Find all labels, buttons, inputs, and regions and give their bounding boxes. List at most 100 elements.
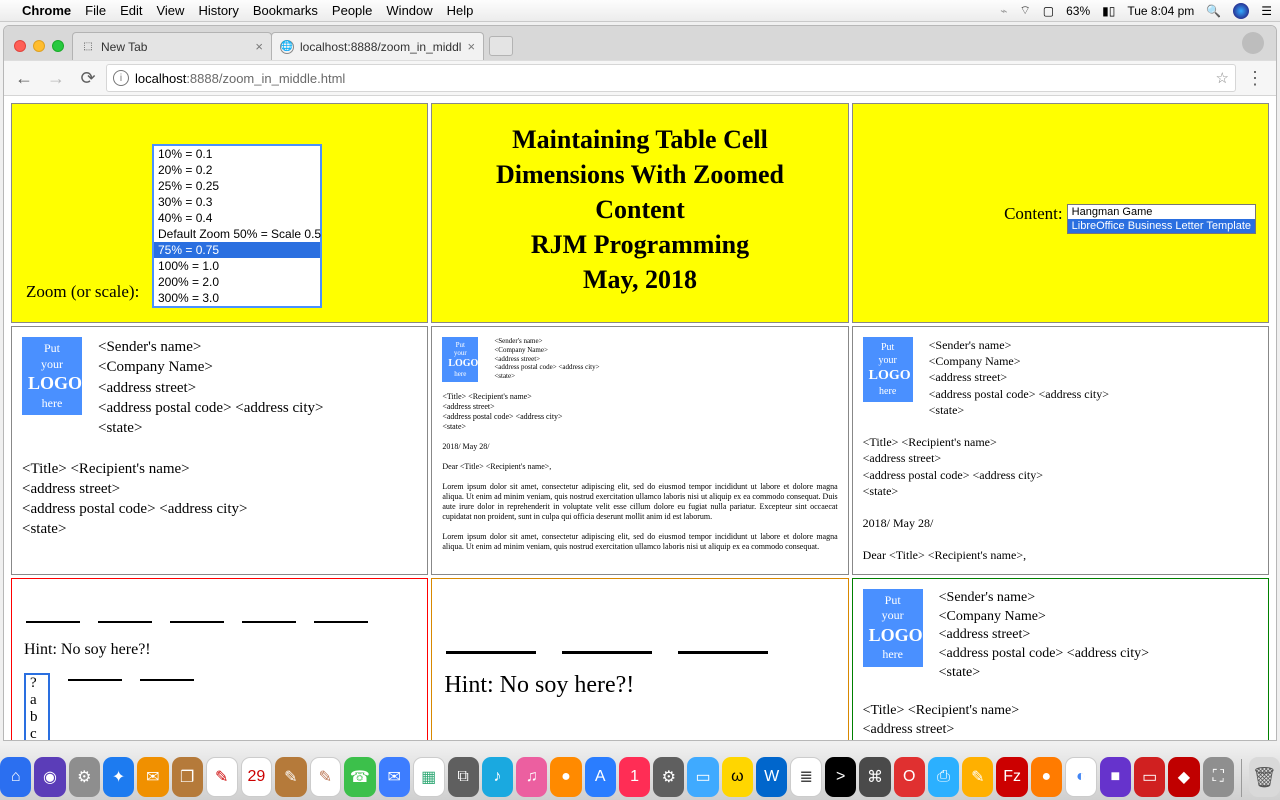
guess-option[interactable]: b bbox=[26, 709, 48, 726]
wifi-icon[interactable]: ⌔ bbox=[1019, 3, 1030, 18]
dock-app-icon[interactable]: ω bbox=[722, 757, 753, 797]
dock-app-icon[interactable]: ♫ bbox=[516, 757, 547, 797]
zoom-select[interactable]: 10% = 0.1 20% = 0.2 25% = 0.25 30% = 0.3… bbox=[152, 144, 322, 308]
guess-option[interactable]: a bbox=[26, 692, 48, 709]
logo-line: Put bbox=[869, 341, 907, 354]
sender-line: <state> bbox=[939, 664, 1149, 683]
trash-icon[interactable]: 🗑 bbox=[1249, 757, 1280, 797]
zoom-option[interactable]: 40% = 0.4 bbox=[154, 210, 320, 226]
notification-center-icon[interactable]: ☰ bbox=[1261, 4, 1272, 18]
dock-app-icon[interactable]: Fz bbox=[996, 757, 1027, 797]
hangman-cell-left: Hint: No soy here?! ? a b c bbox=[11, 578, 428, 740]
nav-forward-button[interactable]: → bbox=[42, 64, 70, 92]
menu-help[interactable]: Help bbox=[447, 3, 474, 18]
bookmark-star-icon[interactable]: ☆ bbox=[1216, 69, 1229, 87]
dock-app-icon[interactable]: ▭ bbox=[1134, 757, 1165, 797]
new-tab-button[interactable] bbox=[489, 36, 513, 56]
zoom-option[interactable]: 30% = 0.3 bbox=[154, 194, 320, 210]
content-option[interactable]: Hangman Game bbox=[1068, 205, 1255, 219]
tab-close-icon[interactable]: × bbox=[467, 39, 475, 54]
dock-app-icon[interactable]: > bbox=[825, 757, 856, 797]
battery-icon[interactable]: ▮▯ bbox=[1102, 4, 1115, 18]
dock-app-icon[interactable]: ⧉ bbox=[448, 757, 479, 797]
dock-app-icon[interactable]: ● bbox=[1031, 757, 1062, 797]
guess-select[interactable]: ? a b c bbox=[24, 673, 50, 740]
zoom-option[interactable]: 25% = 0.25 bbox=[154, 178, 320, 194]
airplay-icon[interactable]: ▢ bbox=[1043, 4, 1054, 18]
dock-app-icon[interactable]: ✎ bbox=[275, 757, 306, 797]
logo-line: your bbox=[28, 357, 76, 373]
zoom-option[interactable]: 100% = 1.0 bbox=[154, 258, 320, 274]
content-select[interactable]: Hangman Game LibreOffice Business Letter… bbox=[1067, 204, 1256, 234]
logo-line: here bbox=[28, 396, 76, 412]
dock-app-icon[interactable]: ✉ bbox=[379, 757, 410, 797]
dock-app-icon[interactable]: ⌘ bbox=[859, 757, 890, 797]
zoom-option[interactable]: 20% = 0.2 bbox=[154, 162, 320, 178]
zoom-option[interactable]: 300% = 3.0 bbox=[154, 290, 320, 306]
tab-new-tab[interactable]: ⬚ New Tab × bbox=[72, 32, 272, 60]
tab-close-icon[interactable]: × bbox=[255, 39, 263, 54]
logo-line: your bbox=[448, 349, 472, 357]
menu-edit[interactable]: Edit bbox=[120, 3, 142, 18]
menu-history[interactable]: History bbox=[198, 3, 238, 18]
tab-favicon: 🌐 bbox=[280, 40, 294, 54]
menu-bookmarks[interactable]: Bookmarks bbox=[253, 3, 318, 18]
dock-app-icon[interactable]: ✎ bbox=[962, 757, 993, 797]
dock-app-icon[interactable]: ● bbox=[550, 757, 581, 797]
zoom-option[interactable]: 200% = 2.0 bbox=[154, 274, 320, 290]
dock-app-icon[interactable]: ■ bbox=[1100, 757, 1131, 797]
dock-app-icon[interactable]: ♪ bbox=[482, 757, 513, 797]
letter-blank bbox=[98, 621, 152, 623]
dock-app-icon[interactable]: ❐ bbox=[172, 757, 203, 797]
dock-app-icon[interactable]: ✎ bbox=[206, 757, 238, 797]
dock-app-icon[interactable]: ⚙ bbox=[653, 757, 684, 797]
menu-people[interactable]: People bbox=[332, 3, 372, 18]
dock-app-icon[interactable]: ⌂ bbox=[0, 757, 31, 797]
zoom-option[interactable]: Default Zoom 50% = Scale 0.5 bbox=[154, 226, 320, 242]
menu-view[interactable]: View bbox=[156, 3, 184, 18]
dock-app-icon[interactable]: ▦ bbox=[413, 757, 445, 797]
window-close-button[interactable] bbox=[14, 40, 26, 52]
chrome-menu-button[interactable]: ⋮ bbox=[1240, 68, 1270, 89]
menubar-appname[interactable]: Chrome bbox=[22, 3, 71, 18]
dock-app-icon[interactable]: W bbox=[756, 757, 787, 797]
dock-app-icon[interactable]: ◉ bbox=[34, 757, 65, 797]
spotlight-icon[interactable]: 🔍 bbox=[1206, 4, 1221, 18]
dock-app-icon[interactable]: 29 bbox=[241, 757, 273, 797]
siri-icon[interactable] bbox=[1233, 3, 1249, 19]
bluetooth-icon[interactable]: ⌁ bbox=[1000, 4, 1007, 18]
dock-app-icon[interactable]: ☎ bbox=[344, 757, 375, 797]
sender-block: <Sender's name> <Company Name> <address … bbox=[939, 589, 1149, 683]
menubar-clock[interactable]: Tue 8:04 pm bbox=[1127, 4, 1194, 18]
dock-app-icon[interactable]: ⎙ bbox=[928, 757, 959, 797]
menu-file[interactable]: File bbox=[85, 3, 106, 18]
dock-app-icon[interactable]: ✦ bbox=[103, 757, 134, 797]
dock-app-icon[interactable]: ⚙ bbox=[69, 757, 100, 797]
guess-option[interactable]: c bbox=[26, 726, 48, 740]
site-info-icon[interactable]: i bbox=[113, 70, 129, 86]
dock-app-icon[interactable]: ✎ bbox=[310, 757, 342, 797]
tab-localhost[interactable]: 🌐 localhost:8888/zoom_in_middl × bbox=[271, 32, 484, 60]
guess-option[interactable]: ? bbox=[26, 675, 48, 692]
dock-app-icon[interactable]: A bbox=[585, 757, 616, 797]
menu-window[interactable]: Window bbox=[386, 3, 432, 18]
dock-app-icon[interactable]: ▭ bbox=[687, 757, 718, 797]
dock-app-icon[interactable]: 1 bbox=[619, 757, 650, 797]
nav-back-button[interactable]: ← bbox=[10, 64, 38, 92]
dock-app-icon[interactable]: ≣ bbox=[790, 757, 822, 797]
title-line: RJM Programming bbox=[440, 227, 839, 262]
dock-app-icon[interactable]: ✉ bbox=[137, 757, 168, 797]
dock: ⌂◉⚙✦✉❐✎29✎✎☎✉▦⧉♪♫●A1⚙▭ωW≣>⌘O⎙✎Fz●◐■▭◆⛶🗑 bbox=[0, 744, 1280, 800]
content-option-selected[interactable]: LibreOffice Business Letter Template bbox=[1068, 219, 1255, 233]
zoom-option-selected[interactable]: 75% = 0.75 bbox=[154, 242, 320, 258]
dock-app-icon[interactable]: ⛶ bbox=[1203, 757, 1234, 797]
window-minimize-button[interactable] bbox=[33, 40, 45, 52]
address-bar[interactable]: i localhost:8888/zoom_in_middle.html ☆ bbox=[106, 64, 1236, 92]
nav-reload-button[interactable]: ⟳ bbox=[74, 64, 102, 92]
dock-app-icon[interactable]: O bbox=[894, 757, 925, 797]
dock-app-icon[interactable]: ◐ bbox=[1065, 757, 1097, 797]
profile-avatar-icon[interactable] bbox=[1242, 32, 1264, 54]
window-zoom-button[interactable] bbox=[52, 40, 64, 52]
dock-app-icon[interactable]: ◆ bbox=[1168, 757, 1199, 797]
zoom-option[interactable]: 10% = 0.1 bbox=[154, 146, 320, 162]
